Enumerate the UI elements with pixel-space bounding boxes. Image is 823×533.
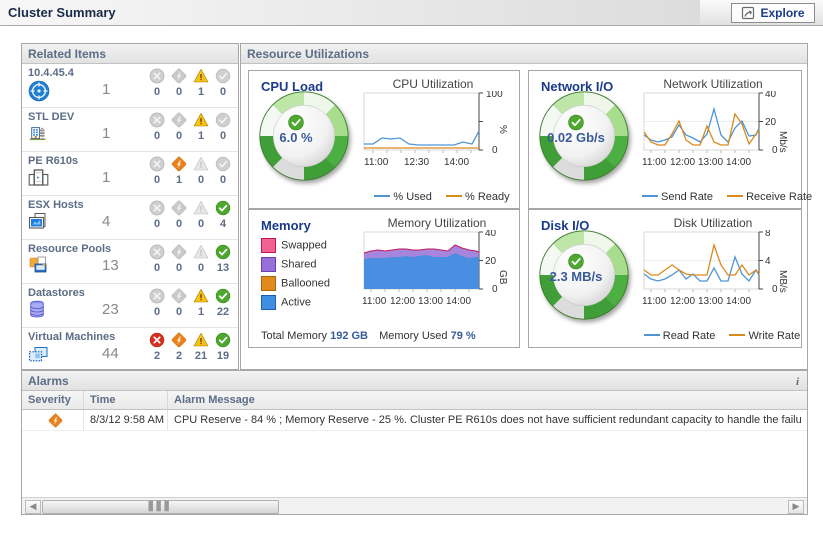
- svg-text:14:00: 14:00: [726, 296, 751, 307]
- svg-text:11:00: 11:00: [642, 157, 667, 168]
- svg-text:%: %: [497, 125, 508, 134]
- svg-text:Mb/s: Mb/s: [777, 131, 788, 153]
- svg-text:14:00: 14:00: [726, 157, 751, 168]
- svg-text:MB/s: MB/s: [777, 270, 788, 293]
- svg-text:12:00: 12:00: [390, 296, 415, 307]
- svg-text:0: 0: [492, 145, 498, 156]
- svg-text:0: 0: [492, 284, 498, 295]
- svg-text:100: 100: [486, 91, 503, 100]
- svg-text:12:30: 12:30: [404, 157, 429, 168]
- svg-text:13:00: 13:00: [698, 157, 723, 168]
- svg-text:12:00: 12:00: [670, 157, 695, 168]
- svg-text:GB: GB: [497, 270, 508, 285]
- svg-text:14:00: 14:00: [444, 157, 469, 168]
- svg-text:20: 20: [765, 117, 777, 128]
- svg-text:11:00: 11:00: [642, 296, 667, 307]
- svg-text:11:00: 11:00: [364, 157, 389, 168]
- svg-text:11:00: 11:00: [362, 296, 387, 307]
- svg-text:13:00: 13:00: [418, 296, 443, 307]
- svg-text:13:00: 13:00: [698, 296, 723, 307]
- svg-text:8: 8: [765, 230, 771, 239]
- svg-text:14:00: 14:00: [446, 296, 471, 307]
- svg-text:40: 40: [765, 91, 777, 100]
- svg-text:12:00: 12:00: [670, 296, 695, 307]
- svg-text:40: 40: [485, 230, 497, 239]
- svg-text:4: 4: [765, 256, 771, 267]
- svg-text:20: 20: [485, 256, 497, 267]
